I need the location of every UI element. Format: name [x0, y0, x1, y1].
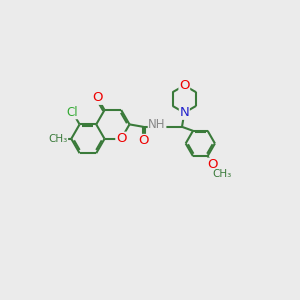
- Text: O: O: [179, 79, 190, 92]
- Text: O: O: [207, 158, 218, 171]
- Text: O: O: [138, 134, 149, 148]
- Text: O: O: [92, 91, 103, 104]
- Text: N: N: [179, 106, 189, 119]
- Text: Cl: Cl: [67, 106, 78, 118]
- Text: O: O: [116, 132, 126, 145]
- Text: NH: NH: [148, 118, 166, 130]
- Text: CH₃: CH₃: [48, 134, 68, 144]
- Text: CH₃: CH₃: [212, 169, 232, 179]
